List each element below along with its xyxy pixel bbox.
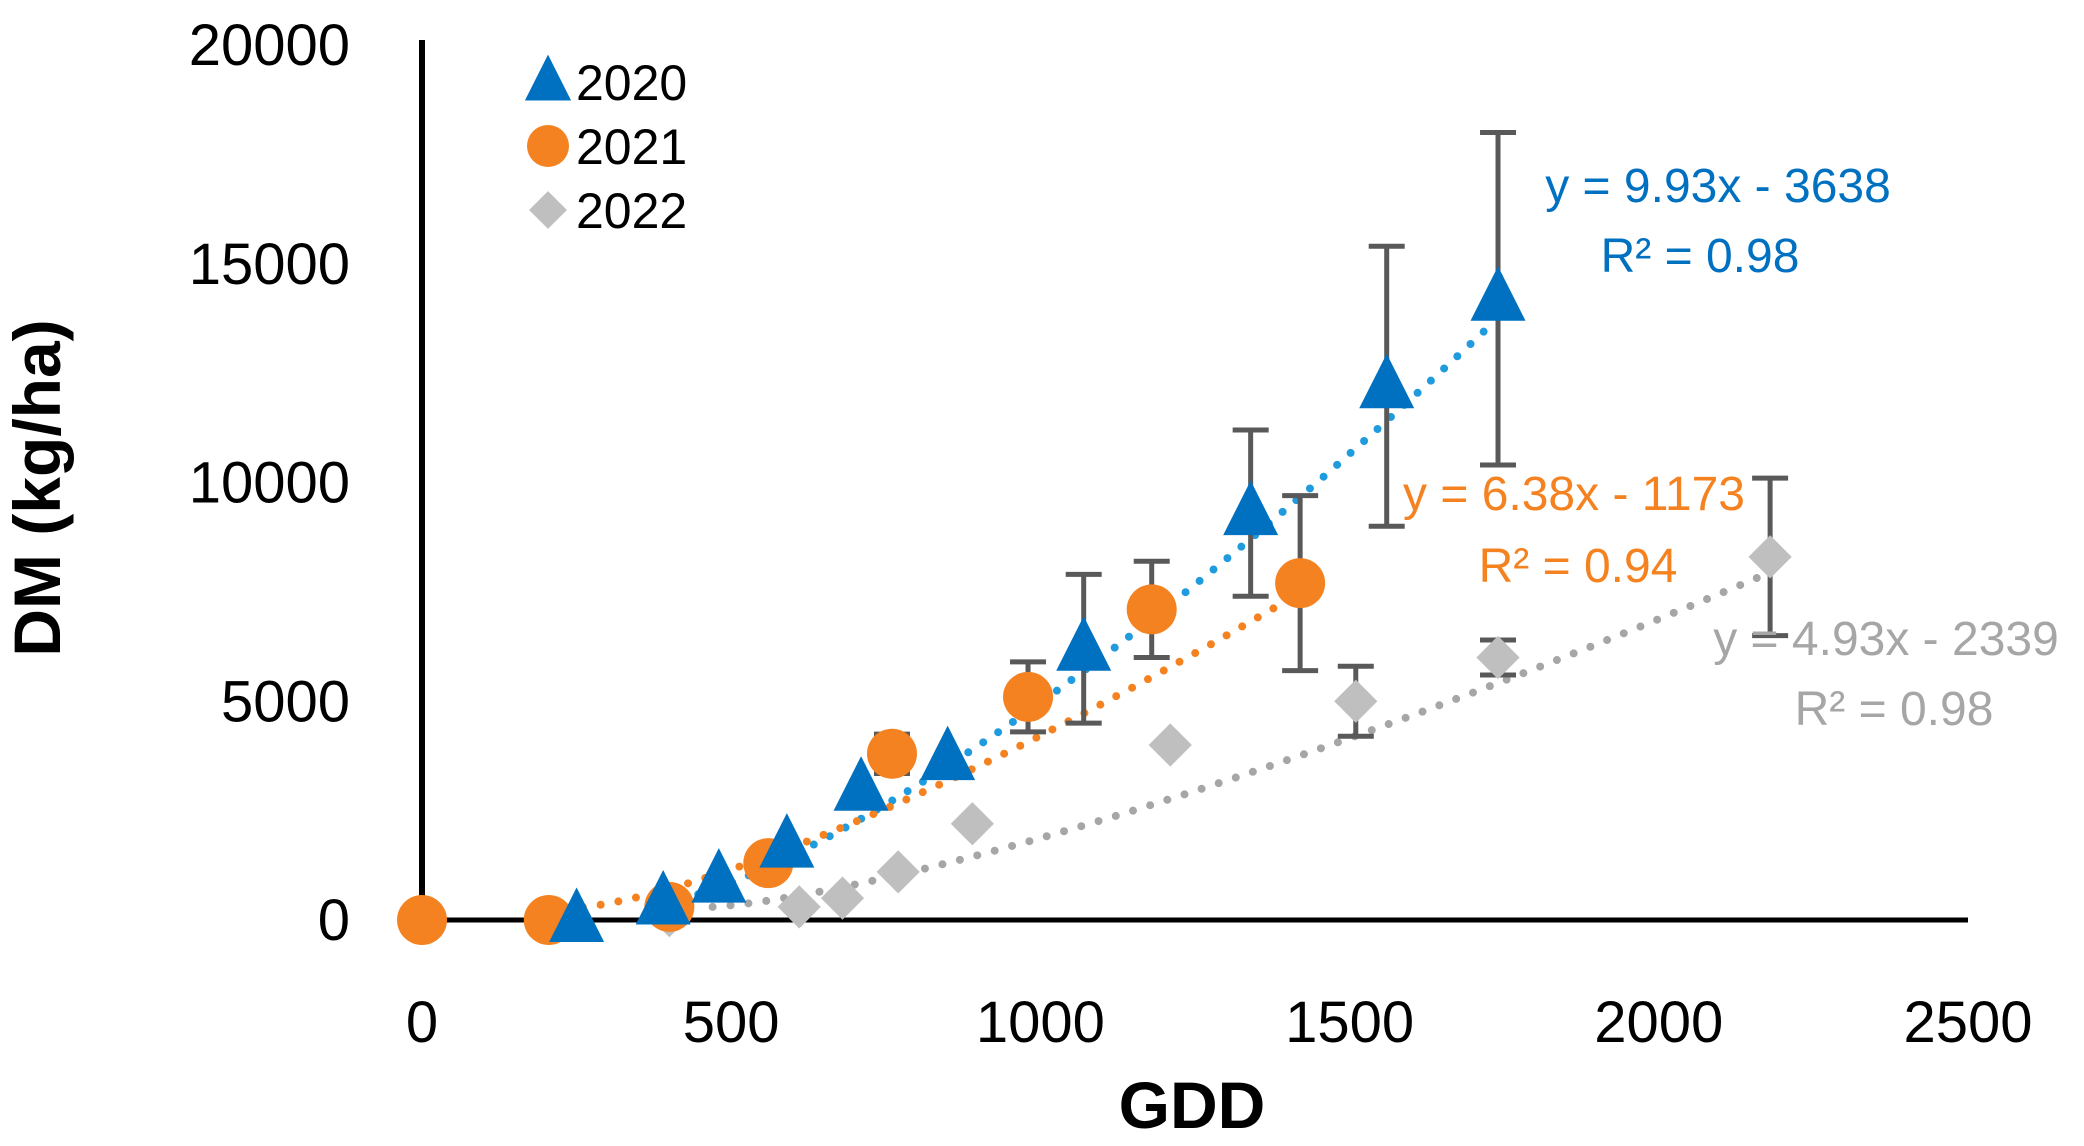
data-point-2021 — [866, 728, 917, 779]
error-bars — [873, 130, 1789, 776]
data-point-2022 — [1476, 635, 1520, 680]
data-point-2021 — [1003, 671, 1054, 722]
data-point-2021 — [397, 895, 447, 945]
trend-equation-2021: y = 6.38x - 1173 — [1403, 468, 1745, 521]
data-point-2022 — [1148, 723, 1192, 767]
trend-r2-2022: R² = 0.98 — [1795, 683, 1994, 736]
legend-label-2022: 2022 — [576, 183, 687, 239]
data-point-2020 — [920, 725, 976, 781]
x-tick-label: 2000 — [1594, 990, 1723, 1055]
trend-r2-2020: R² = 0.98 — [1601, 230, 1800, 283]
legend-marker-2022 — [529, 191, 567, 229]
data-point-2020 — [759, 813, 815, 868]
data-point-2021 — [1275, 558, 1326, 609]
data-point-2021 — [1126, 584, 1177, 635]
legend-label-2020: 2020 — [576, 55, 687, 111]
data-point-2020 — [1223, 480, 1279, 536]
data-point-2020 — [1359, 353, 1415, 409]
trend-equation-2020: y = 9.93x - 3638 — [1545, 160, 1891, 213]
trend-r2-2021: R² = 0.94 — [1479, 540, 1678, 593]
data-point-2022 — [1334, 679, 1378, 723]
y-axis-title: DM (kg/ha) — [0, 319, 74, 656]
trend-equations: y = 9.93x - 3638 R² = 0.98 y = 6.38x - 117… — [1403, 160, 2059, 736]
y-tick-label: 5000 — [221, 669, 350, 734]
data-point-2020 — [549, 887, 605, 943]
data-point-2020 — [833, 756, 889, 811]
legend-marker-2020 — [524, 54, 572, 101]
x-tick-label: 1500 — [1285, 990, 1414, 1055]
axes: 0 500 1000 1500 2000 2500 0 5000 10000 15000 20000 — [189, 13, 2033, 1055]
data-points — [397, 266, 1792, 945]
x-tick-label: 2500 — [1903, 990, 2032, 1055]
x-axis-title: GDD — [1119, 1068, 1266, 1142]
trend-equation-2022: y = 4.93x - 2339 — [1713, 613, 2059, 666]
data-point-2020 — [1470, 266, 1526, 321]
x-tick-label: 500 — [683, 990, 780, 1055]
x-tick-label: 1000 — [976, 990, 1105, 1055]
y-tick-label: 20000 — [189, 13, 350, 78]
data-point-2020 — [691, 848, 747, 903]
data-point-2022 — [1748, 535, 1792, 579]
y-tick-label: 0 — [318, 888, 350, 953]
y-tick-label: 10000 — [189, 451, 350, 516]
legend-label-2021: 2021 — [576, 119, 687, 175]
data-point-2020 — [1056, 616, 1112, 671]
x-tick-label: 0 — [406, 990, 438, 1055]
legend: 2020 2021 2022 — [524, 54, 687, 239]
data-point-2022 — [950, 802, 994, 846]
data-point-2022 — [820, 876, 865, 920]
data-point-2020 — [635, 869, 691, 925]
y-tick-label: 15000 — [189, 232, 350, 297]
data-point-2022 — [876, 850, 920, 894]
data-point-2022 — [777, 885, 821, 929]
legend-marker-2021 — [527, 125, 569, 167]
trendline-2022 — [708, 571, 1768, 911]
